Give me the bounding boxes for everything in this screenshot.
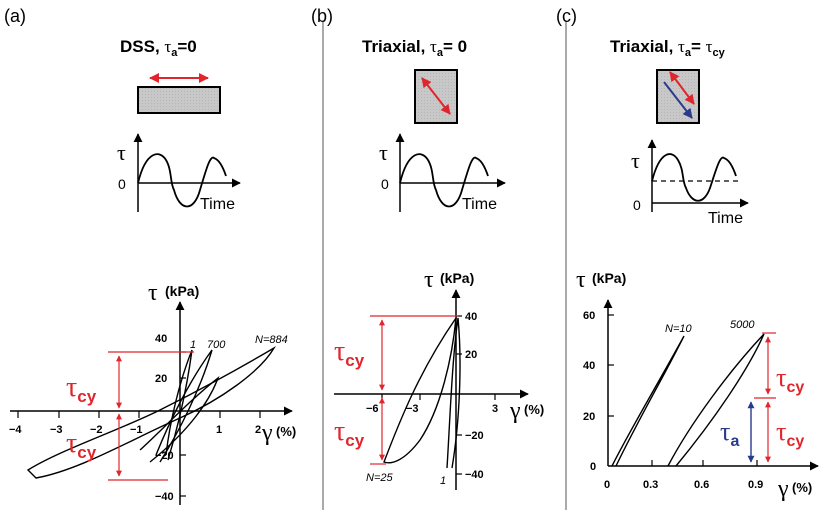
tau-cy-upper: τcy: [776, 363, 804, 396]
y-tick: 60: [583, 310, 595, 322]
panel-a-hysteresis-plot: τ (kPa) γ (%) −4 −3 −2 −1 1 2 40 20 −20 …: [9, 280, 296, 505]
tau-cy-lower: τcy: [334, 416, 365, 450]
y-tick: 20: [583, 411, 595, 423]
triaxial-specimen-box-c: [656, 69, 700, 124]
x-tick: 0: [604, 479, 610, 491]
wave-zero-label: 0: [118, 176, 126, 192]
curve-label: N=884: [255, 334, 288, 346]
panel-b-load-wave: τ 0 Time: [379, 133, 506, 213]
panel-a-title: DSS, τa=0: [120, 37, 197, 59]
tau-cy-lower: τcy: [66, 428, 97, 462]
tau-cy-lower: τcy: [776, 417, 804, 450]
plot-gamma-unit: (%): [524, 402, 544, 417]
curve-label: 5000: [730, 319, 755, 331]
panel-a: (a) DSS, τa=0 τ 0 Time τ (kPa) γ (%): [4, 6, 296, 505]
y-tick: 20: [465, 349, 477, 361]
x-tick: 0.9: [748, 479, 763, 491]
panel-c-title: Triaxial, τa= τcy: [610, 37, 726, 59]
panel-c-load-wave: τ 0 Time: [631, 139, 749, 227]
x-tick: 0.3: [643, 479, 658, 491]
panel-a-letter: (a): [4, 6, 26, 26]
curve-label: N=10: [665, 323, 692, 335]
average-shear-arrow: [663, 81, 693, 119]
plot-gamma-label: γ: [777, 476, 789, 502]
y-tick: 0: [590, 461, 596, 473]
panel-c-letter: (c): [556, 6, 577, 26]
panel-a-load-wave: τ 0 Time: [117, 133, 241, 213]
curve-label: N=25: [366, 472, 393, 484]
panel-c: (c) Triaxial, τa= τcy τ 0 Time τ (kPa) γ…: [556, 6, 819, 502]
x-tick: 1: [216, 424, 222, 436]
plot-unit-label: (kPa): [592, 270, 626, 286]
plot-tau-label: τ: [148, 280, 158, 306]
x-tick: −3: [50, 424, 63, 436]
x-tick: 3: [492, 403, 498, 415]
plot-gamma-unit: (%): [276, 424, 296, 439]
curve-label: 1: [190, 339, 196, 351]
x-tick: −4: [9, 424, 22, 436]
wave-tau-label: τ: [379, 140, 388, 165]
x-tick: −3: [406, 403, 419, 415]
panel-b: (b) Triaxial, τa= 0 τ 0 Time τ (kPa) γ (…: [311, 6, 544, 490]
curve-label: 1: [440, 475, 446, 487]
panel-b-letter: (b): [311, 6, 333, 26]
dss-specimen-box: [137, 86, 221, 114]
y-tick: −20: [465, 430, 484, 442]
y-tick: −40: [155, 491, 174, 503]
plot-gamma-label: γ: [261, 420, 273, 446]
y-tick: 40: [465, 311, 477, 323]
plot-unit-label: (kPa): [440, 270, 474, 286]
curve-label: 700: [207, 339, 226, 351]
plot-unit-label: (kPa): [165, 283, 199, 299]
wave-time-label: Time: [708, 210, 743, 227]
tau-cy-upper: τcy: [66, 372, 97, 406]
panel-c-stress-strain-plot: τ (kPa) γ (%) 0 0.3 0.6 0.9 60 40 20 0 N…: [576, 267, 819, 502]
x-tick: −1: [130, 424, 143, 436]
wave-zero-label: 0: [381, 176, 389, 192]
panel-b-title: Triaxial, τa= 0: [362, 37, 467, 59]
tau-a-label: τa: [720, 417, 739, 450]
x-tick: 2: [255, 424, 261, 436]
cyclic-shear-arrow: [669, 71, 695, 105]
y-tick: 40: [583, 360, 595, 372]
y-tick: 20: [155, 373, 167, 385]
plot-gamma-unit: (%): [792, 480, 812, 495]
wave-time-label: Time: [200, 196, 235, 213]
y-tick: −40: [465, 469, 484, 481]
panel-b-hysteresis-plot: τ (kPa) γ (%) −6 −3 3 40 20 −20 −40 N=25…: [334, 267, 544, 490]
plot-tau-label: τ: [576, 267, 586, 293]
x-tick: 0.6: [694, 479, 709, 491]
x-tick: −6: [366, 403, 379, 415]
wave-tau-label: τ: [117, 140, 126, 165]
plot-tau-label: τ: [424, 267, 434, 293]
x-tick: −2: [90, 424, 103, 436]
wave-tau-label: τ: [631, 148, 640, 173]
triaxial-shear-arrow: [421, 77, 451, 115]
wave-time-label: Time: [462, 196, 497, 213]
y-tick: 40: [155, 333, 167, 345]
tau-cy-upper: τcy: [334, 336, 365, 370]
plot-gamma-label: γ: [509, 398, 521, 424]
wave-zero-label: 0: [633, 197, 641, 213]
